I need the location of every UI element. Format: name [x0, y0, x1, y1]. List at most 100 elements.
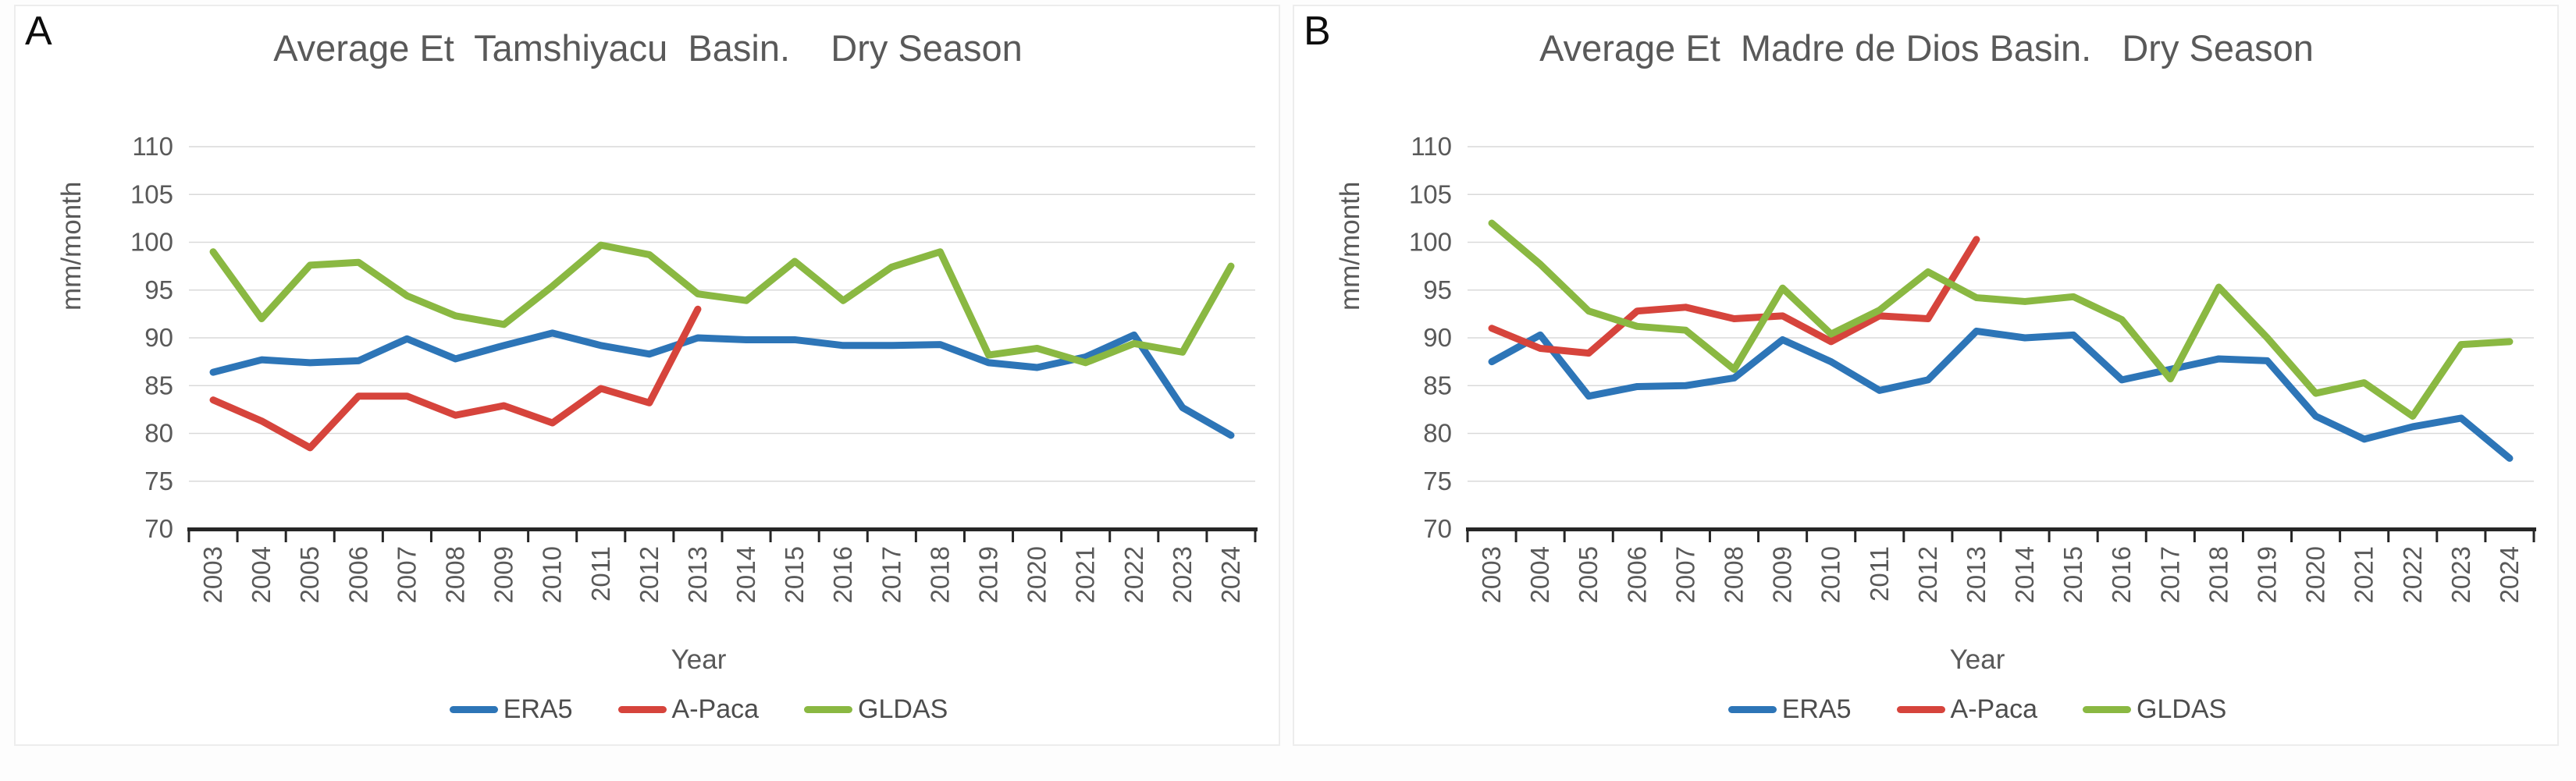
x-axis-line — [1466, 527, 2536, 531]
x-tick-label: 2011 — [586, 546, 615, 602]
y-tick-label: 100 — [130, 228, 173, 257]
y-tick-label: 90 — [144, 323, 173, 352]
gldas-line-swatch — [2083, 706, 2132, 713]
chart-panel-tamshiyacu: A Average Et Tamshiyacu Basin. Dry Seaso… — [14, 5, 1280, 746]
line-plot: 70 75 80 85 90 95 100 105 110 2003 2004 2005 2006 200… — [130, 132, 1258, 603]
x-tick-label: 2012 — [1913, 546, 1942, 603]
legend-label: GLDAS — [858, 694, 948, 724]
panel-letter: B — [1304, 9, 1332, 54]
x-tick-label: 2009 — [489, 546, 518, 603]
x-tick-label: 2003 — [198, 546, 227, 603]
x-tick-label: 2006 — [343, 546, 372, 603]
x-tick-label: 2023 — [1168, 546, 1197, 603]
y-tick-label: 85 — [144, 371, 173, 399]
x-tick-label: 2008 — [441, 546, 470, 603]
y-tick-label: 70 — [1423, 514, 1452, 543]
x-tick-label: 2020 — [1023, 546, 1051, 603]
chart-title: Average Et Tamshiyacu Basin. Dry Season — [273, 27, 1023, 69]
x-tick-label: 2014 — [2010, 546, 2039, 603]
legend-item-apaca: A-Paca — [617, 694, 760, 725]
y-tick-label: 110 — [1411, 132, 1452, 161]
legend-item-gldas: GLDAS — [804, 694, 948, 725]
chart-title: Average Et Madre de Dios Basin. Dry Seas… — [1539, 27, 2314, 69]
legend: ERA5 A-Paca GLDAS — [1396, 694, 2559, 725]
x-tick-label: 2021 — [2350, 546, 2379, 603]
x-tick-label: 2016 — [2107, 546, 2136, 603]
y-tick-label: 105 — [1409, 179, 1452, 208]
y-axis-title: mm/month — [56, 181, 87, 311]
era5-line-swatch — [1727, 706, 1777, 713]
y-tick-label: 75 — [1423, 467, 1452, 495]
x-axis-title: Year — [671, 644, 727, 675]
x-tick-label: 2019 — [974, 546, 1003, 603]
x-axis-title: Year — [1949, 644, 2005, 675]
y-tick-label: 90 — [1423, 323, 1452, 352]
y-tick-label: 95 — [1423, 275, 1452, 304]
legend-item-apaca: A-Paca — [1896, 694, 2038, 725]
y-tick-label: 100 — [1409, 228, 1452, 257]
x-tick-label: 2007 — [392, 546, 421, 603]
legend-label: GLDAS — [2137, 694, 2227, 724]
panel-letter: A — [25, 9, 53, 54]
x-tick-label: 2006 — [1622, 546, 1651, 603]
x-tick-label: 2004 — [247, 546, 276, 603]
x-tick-label: 2007 — [1670, 546, 1699, 603]
x-tick-label: 2005 — [1574, 546, 1603, 603]
x-tick-label: 2022 — [1119, 546, 1148, 603]
x-tick-label: 2024 — [1216, 546, 1245, 603]
legend-label: A-Paca — [1950, 694, 2038, 724]
x-axis-line — [187, 527, 1258, 531]
series-line-gldas — [1488, 219, 2514, 420]
legend-label: ERA5 — [1781, 694, 1852, 724]
series-line-era5 — [1488, 327, 2514, 462]
era5-line-swatch — [449, 706, 498, 713]
x-tick-label: 2020 — [2301, 546, 2330, 603]
y-tick-label: 110 — [132, 132, 173, 161]
series-line-era5 — [209, 329, 1235, 439]
chart-panel-madre-de-dios: B Average Et Madre de Dios Basin. Dry Se… — [1293, 5, 2559, 746]
y-tick-label: 95 — [144, 275, 173, 304]
x-tick-label: 2015 — [2058, 546, 2087, 603]
y-tick-label: 105 — [130, 179, 173, 208]
x-tick-label: 2013 — [683, 546, 712, 603]
x-tick-label: 2021 — [1071, 546, 1100, 603]
x-tick-label: 2024 — [2495, 546, 2524, 603]
x-tick-label: 2019 — [2253, 546, 2282, 603]
x-tick-label: 2018 — [925, 546, 954, 603]
series-line-a-paca — [1488, 236, 1980, 357]
legend-item-era5: ERA5 — [449, 694, 573, 725]
x-tick-label: 2018 — [2204, 546, 2233, 603]
x-tick-label: 2016 — [828, 546, 857, 603]
x-tick-label: 2017 — [2155, 546, 2184, 603]
line-plot: 70 75 80 85 90 95 100 105 110 2003 2004 2005 2006 200… — [1409, 132, 2536, 603]
y-tick-label: 80 — [144, 419, 173, 448]
x-tick-label: 2012 — [635, 546, 664, 603]
x-tick-label: 2015 — [780, 546, 809, 603]
x-tick-label: 2008 — [1720, 546, 1749, 603]
apaca-line-swatch — [1896, 706, 1945, 713]
y-tick-label: 75 — [144, 467, 173, 495]
x-tick-label: 2022 — [2398, 546, 2427, 603]
x-tick-label: 2014 — [731, 546, 760, 603]
legend: ERA5 A-Paca GLDAS — [117, 694, 1280, 725]
gldas-line-swatch — [804, 706, 853, 713]
y-tick-label: 80 — [1423, 419, 1452, 448]
x-tick-label: 2009 — [1768, 546, 1797, 603]
legend-item-gldas: GLDAS — [2083, 694, 2226, 725]
x-tick-label: 2010 — [538, 546, 567, 603]
y-tick-label: 70 — [144, 514, 173, 543]
legend-item-era5: ERA5 — [1727, 694, 1852, 725]
apaca-line-swatch — [617, 706, 667, 713]
x-tick-label: 2011 — [1865, 546, 1894, 602]
legend-label: A-Paca — [671, 694, 760, 724]
legend-label: ERA5 — [503, 694, 573, 724]
y-axis-title: mm/month — [1335, 181, 1365, 311]
x-tick-label: 2004 — [1525, 546, 1554, 603]
y-tick-label: 85 — [1423, 371, 1452, 399]
x-tick-label: 2003 — [1477, 546, 1506, 603]
series-line-gldas — [209, 241, 1235, 367]
x-tick-label: 2013 — [1962, 546, 1991, 603]
series-line-a-paca — [209, 305, 702, 452]
x-tick-label: 2017 — [877, 546, 906, 603]
